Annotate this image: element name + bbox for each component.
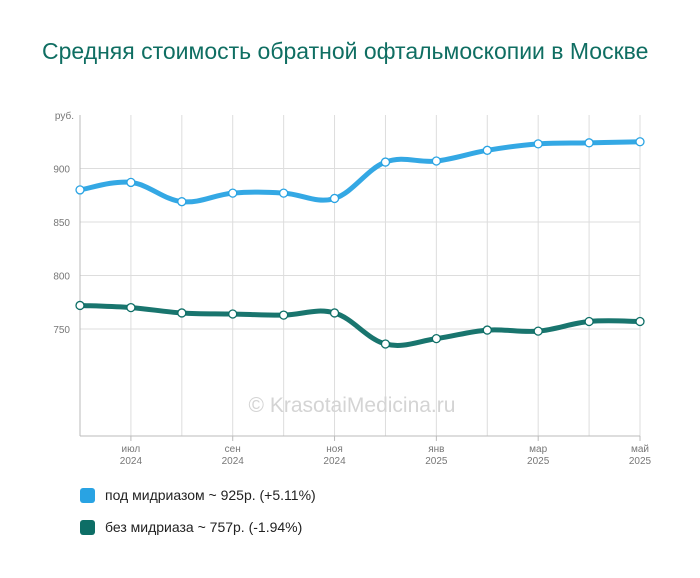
data-point-series-2 bbox=[380, 339, 391, 349]
data-point-series-1 bbox=[635, 137, 645, 147]
watermark: © KrasotaiMedicina.ru bbox=[249, 394, 456, 417]
x-tick-label-month: май bbox=[631, 444, 649, 455]
data-point-series-2 bbox=[278, 310, 289, 320]
data-point-series-2 bbox=[635, 316, 645, 327]
y-axis-label: руб. bbox=[55, 110, 74, 122]
grid-layer bbox=[79, 115, 641, 436]
legend-item-series-1[interactable]: под мидриазом ~ 925р. (+5.11%) bbox=[80, 485, 316, 505]
data-point-series-1 bbox=[228, 188, 238, 198]
data-point-series-1 bbox=[177, 197, 187, 207]
legend: под мидриазом ~ 925р. (+5.11%) без мидри… bbox=[80, 485, 316, 549]
data-point-series-2 bbox=[228, 309, 238, 319]
y-tick-label: 750 bbox=[53, 325, 70, 336]
chart-title: Средняя стоимость обратной офтальмоскопи… bbox=[42, 38, 649, 64]
x-tick-label-year: 2024 bbox=[120, 456, 143, 467]
x-tick-label-month: мар bbox=[529, 444, 547, 455]
data-point-series-2 bbox=[177, 308, 187, 318]
legend-label-series-1: под мидриазом ~ 925р. (+5.11%) bbox=[105, 487, 316, 503]
data-point-series-2 bbox=[75, 300, 85, 311]
series-line-2 bbox=[77, 302, 643, 348]
series-line-1 bbox=[77, 139, 643, 205]
x-tick-label-year: 2025 bbox=[425, 456, 448, 467]
data-point-series-1 bbox=[380, 157, 391, 167]
y-tick-label: 850 bbox=[53, 218, 70, 229]
series-layer bbox=[75, 137, 645, 349]
y-tick-label: 800 bbox=[53, 272, 70, 283]
data-point-series-1 bbox=[278, 188, 289, 198]
data-point-series-1 bbox=[329, 193, 340, 204]
data-point-series-1 bbox=[482, 145, 492, 155]
data-point-series-2 bbox=[533, 326, 543, 336]
legend-swatch-series-1 bbox=[80, 487, 95, 503]
x-tick-label-month: сен bbox=[225, 444, 241, 455]
x-tick-label-year: 2025 bbox=[629, 456, 652, 467]
data-point-series-2 bbox=[431, 333, 442, 344]
data-point-series-1 bbox=[431, 156, 442, 166]
data-point-series-1 bbox=[126, 177, 136, 188]
x-tick-label-year: 2024 bbox=[222, 456, 245, 467]
y-tick-label: 900 bbox=[53, 165, 70, 176]
x-tick-label-year: 2024 bbox=[323, 456, 346, 467]
legend-item-series-2[interactable]: без мидриаза ~ 757р. (-1.94%) bbox=[80, 517, 316, 537]
data-point-series-1 bbox=[584, 138, 594, 148]
x-tick-label-month: янв bbox=[428, 444, 444, 455]
axis-layer: 750800850900руб.июл2024сен2024ноя2024янв… bbox=[53, 110, 651, 467]
data-point-series-2 bbox=[584, 316, 594, 327]
data-point-series-1 bbox=[75, 185, 85, 195]
data-point-series-2 bbox=[482, 325, 492, 335]
x-tick-label-year: 2025 bbox=[527, 456, 550, 467]
data-point-series-2 bbox=[329, 308, 340, 318]
data-point-series-2 bbox=[126, 302, 136, 313]
legend-swatch-series-2 bbox=[80, 519, 95, 535]
data-point-series-1 bbox=[533, 139, 543, 149]
x-tick-label-month: июл bbox=[122, 444, 141, 455]
x-tick-label-month: ноя bbox=[326, 444, 343, 455]
legend-label-series-2: без мидриаза ~ 757р. (-1.94%) bbox=[105, 519, 303, 535]
